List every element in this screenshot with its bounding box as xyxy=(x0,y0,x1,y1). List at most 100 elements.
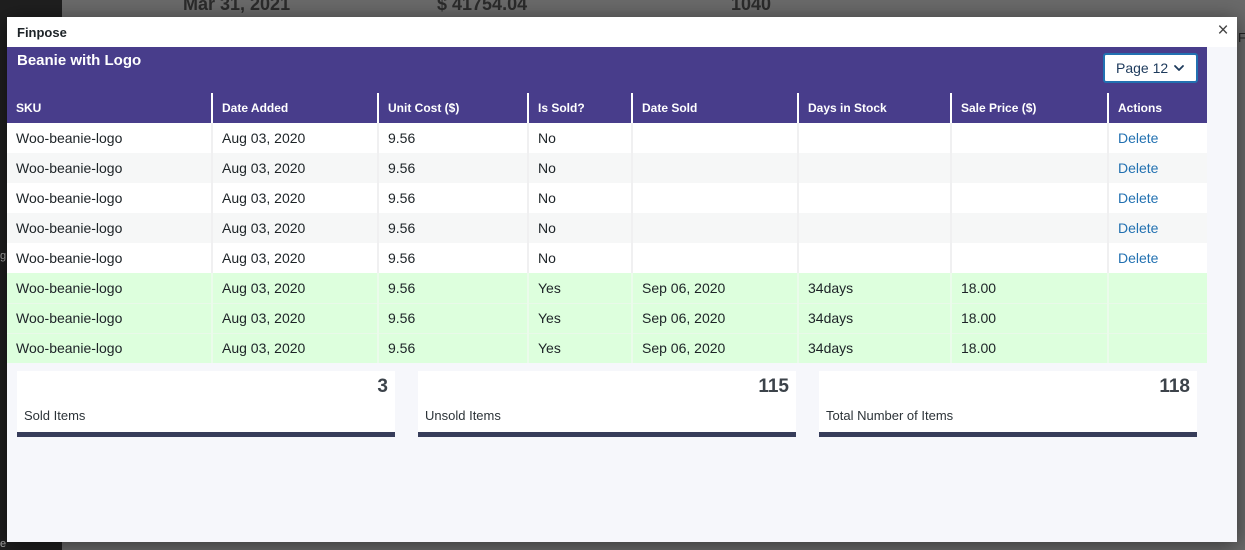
date-sold-cell xyxy=(632,183,799,213)
column-header-sku[interactable]: SKU xyxy=(7,93,213,123)
actions-cell: Delete xyxy=(1108,213,1207,243)
actions-cell: Delete xyxy=(1108,243,1207,273)
date-sold-cell xyxy=(632,213,799,243)
date-sold-cell xyxy=(632,123,799,153)
sku-cell: Woo-beanie-logo xyxy=(7,213,213,243)
sku-cell: Woo-beanie-logo xyxy=(7,302,213,333)
unit-cost-cell: 9.56 xyxy=(378,153,529,183)
sold-items-count: 3 xyxy=(377,376,388,397)
sku-cell: Woo-beanie-logo xyxy=(7,243,213,273)
unit-cost-cell: 9.56 xyxy=(378,123,529,153)
delete-link[interactable]: Delete xyxy=(1118,130,1159,146)
sku-cell: Woo-beanie-logo xyxy=(7,273,213,303)
modal-title: Finpose xyxy=(17,24,67,40)
background-amount-value: $ 41754.04 xyxy=(437,0,528,14)
column-header-days-in-stock[interactable]: Days in Stock xyxy=(798,93,952,123)
column-header-date-added[interactable]: Date Added xyxy=(212,93,379,123)
date-added-cell: Aug 03, 2020 xyxy=(212,123,379,153)
date-added-cell: Aug 03, 2020 xyxy=(212,183,379,213)
table-row: Woo-beanie-logo Aug 03, 2020 9.56 No Del… xyxy=(7,153,1207,183)
unsold-items-card: 115 Unsold Items xyxy=(418,371,796,437)
background-edge-text: F xyxy=(1238,30,1245,45)
is-sold-cell: No xyxy=(528,213,633,243)
column-header-date-sold[interactable]: Date Sold xyxy=(632,93,799,123)
column-header-is-sold[interactable]: Is Sold? xyxy=(528,93,633,123)
delete-link[interactable]: Delete xyxy=(1118,250,1159,266)
column-header-sale-price[interactable]: Sale Price ($) xyxy=(951,93,1109,123)
chevron-down-icon xyxy=(1174,65,1184,71)
sale-price-cell xyxy=(951,123,1109,153)
date-added-cell: Aug 03, 2020 xyxy=(212,243,379,273)
background-edge-text-left-bottom: e xyxy=(0,538,7,550)
date-added-cell: Aug 03, 2020 xyxy=(212,302,379,333)
column-header-actions: Actions xyxy=(1108,93,1207,123)
date-sold-cell: Sep 06, 2020 xyxy=(632,273,799,303)
days-in-stock-cell xyxy=(798,243,952,273)
delete-link[interactable]: Delete xyxy=(1118,160,1159,176)
date-sold-cell xyxy=(632,243,799,273)
is-sold-cell: No xyxy=(528,243,633,273)
date-added-cell: Aug 03, 2020 xyxy=(212,153,379,183)
sku-cell: Woo-beanie-logo xyxy=(7,183,213,213)
date-added-cell: Aug 03, 2020 xyxy=(212,273,379,303)
days-in-stock-cell xyxy=(798,153,952,183)
delete-link[interactable]: Delete xyxy=(1118,190,1159,206)
days-in-stock-cell: 34days xyxy=(798,332,952,363)
days-in-stock-cell: 34days xyxy=(798,302,952,333)
unit-cost-cell: 9.56 xyxy=(378,213,529,243)
total-items-count: 118 xyxy=(1159,376,1190,397)
sale-price-cell: 18.00 xyxy=(951,302,1109,333)
is-sold-cell: Yes xyxy=(528,302,633,333)
actions-cell: Delete xyxy=(1108,153,1207,183)
table-row-sold: Woo-beanie-logo Aug 03, 2020 9.56 Yes Se… xyxy=(7,332,1207,363)
column-header-unit-cost[interactable]: Unit Cost ($) xyxy=(378,93,529,123)
table-row: Woo-beanie-logo Aug 03, 2020 9.56 No Del… xyxy=(7,123,1207,153)
product-stock-modal: Finpose Beanie with Logo Page 12 SKU Dat… xyxy=(7,17,1237,542)
table-row-sold: Woo-beanie-logo Aug 03, 2020 9.56 Yes Se… xyxy=(7,302,1207,333)
sale-price-cell xyxy=(951,153,1109,183)
is-sold-cell: No xyxy=(528,153,633,183)
sale-price-cell: 18.00 xyxy=(951,332,1109,363)
sale-price-cell xyxy=(951,183,1109,213)
unit-cost-cell: 9.56 xyxy=(378,302,529,333)
delete-link[interactable]: Delete xyxy=(1118,220,1159,236)
unit-cost-cell: 9.56 xyxy=(378,273,529,303)
days-in-stock-cell xyxy=(798,123,952,153)
sku-cell: Woo-beanie-logo xyxy=(7,332,213,363)
sold-items-card: 3 Sold Items xyxy=(17,371,395,437)
product-title: Beanie with Logo xyxy=(17,52,142,69)
unsold-items-label: Unsold Items xyxy=(425,408,501,423)
sku-cell: Woo-beanie-logo xyxy=(7,153,213,183)
days-in-stock-cell xyxy=(798,183,952,213)
table-row-sold: Woo-beanie-logo Aug 03, 2020 9.56 Yes Se… xyxy=(7,273,1207,303)
table-row: Woo-beanie-logo Aug 03, 2020 9.56 No Del… xyxy=(7,183,1207,213)
table-row: Woo-beanie-logo Aug 03, 2020 9.56 No Del… xyxy=(7,243,1207,273)
page-select-value: Page 12 xyxy=(1116,60,1169,76)
background-edge-text-left: g xyxy=(0,250,7,262)
date-sold-cell xyxy=(632,153,799,183)
sale-price-cell xyxy=(951,243,1109,273)
total-items-label: Total Number of Items xyxy=(826,408,954,423)
date-sold-cell: Sep 06, 2020 xyxy=(632,302,799,333)
actions-cell xyxy=(1108,273,1207,303)
product-title-bar: Beanie with Logo Page 12 xyxy=(7,47,1207,93)
background-count-value: 1040 xyxy=(731,0,772,14)
page-select[interactable]: Page 12 xyxy=(1103,53,1198,83)
unit-cost-cell: 9.56 xyxy=(378,332,529,363)
close-icon[interactable]: × xyxy=(1217,20,1229,41)
stock-table: SKU Date Added Unit Cost ($) Is Sold? Da… xyxy=(7,93,1207,363)
actions-cell: Delete xyxy=(1108,183,1207,213)
date-added-cell: Aug 03, 2020 xyxy=(212,213,379,243)
is-sold-cell: No xyxy=(528,183,633,213)
date-added-cell: Aug 03, 2020 xyxy=(212,332,379,363)
date-sold-cell: Sep 06, 2020 xyxy=(632,332,799,363)
unit-cost-cell: 9.56 xyxy=(378,243,529,273)
unsold-items-count: 115 xyxy=(758,376,789,397)
actions-cell xyxy=(1108,332,1207,363)
background-date-value: Mar 31, 2021 xyxy=(183,0,291,14)
table-row: Woo-beanie-logo Aug 03, 2020 9.56 No Del… xyxy=(7,213,1207,243)
sku-cell: Woo-beanie-logo xyxy=(7,123,213,153)
actions-cell: Delete xyxy=(1108,123,1207,153)
sold-items-label: Sold Items xyxy=(24,408,86,423)
unit-cost-cell: 9.56 xyxy=(378,183,529,213)
